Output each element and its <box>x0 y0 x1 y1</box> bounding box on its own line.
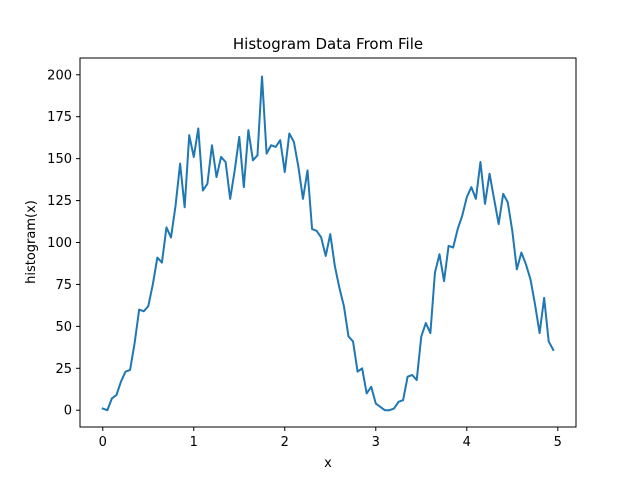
y-tick-label: 175 <box>47 110 72 125</box>
y-tick-label: 25 <box>55 362 72 377</box>
x-tick-label: 5 <box>554 435 562 450</box>
y-tick-label: 125 <box>47 194 72 209</box>
y-tick-label: 200 <box>47 68 72 83</box>
series-layer <box>101 75 555 412</box>
x-tick-label: 3 <box>372 435 380 450</box>
series-line <box>101 75 555 412</box>
y-axis-label: histogram(x) <box>24 200 39 284</box>
x-tick-label: 4 <box>463 435 471 450</box>
x-tick-label: 1 <box>190 435 198 450</box>
plot-frame <box>79 57 577 428</box>
x-axis-label: x <box>324 456 332 471</box>
x-tick-label: 2 <box>281 435 289 450</box>
y-tick-label: 75 <box>55 278 72 293</box>
y-tick-label: 150 <box>47 152 72 167</box>
x-tick-label: 0 <box>99 435 107 450</box>
y-tick-label: 100 <box>47 236 72 251</box>
y-tick-label: 0 <box>64 404 72 419</box>
y-tick-label: 50 <box>55 320 72 335</box>
chart-title: Histogram Data From File <box>233 35 423 53</box>
